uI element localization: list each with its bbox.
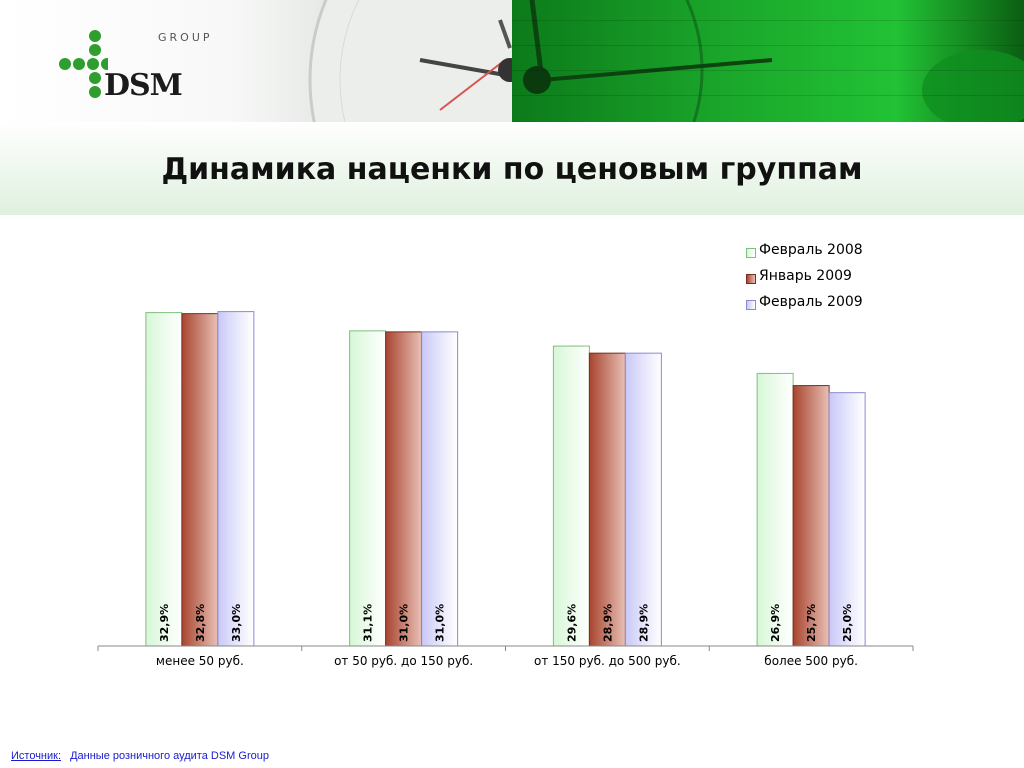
data-label: 32,8% bbox=[194, 604, 207, 642]
category-label: более 500 руб. bbox=[764, 654, 858, 668]
legend-swatch-0 bbox=[746, 248, 756, 258]
logo-brand-text: DSM bbox=[104, 68, 183, 103]
bar bbox=[588, 352, 626, 647]
legend-label: Февраль 2009 bbox=[759, 294, 863, 310]
category-label: от 150 руб. до 500 руб. bbox=[534, 654, 681, 668]
data-label: 31,1% bbox=[362, 604, 375, 642]
data-label: 28,9% bbox=[637, 604, 650, 642]
logo-group-text: GROUP bbox=[158, 31, 213, 44]
legend-swatch-2 bbox=[746, 300, 756, 310]
bar-chart: 32,9% 32,8% 33,0% 31,1% 31,0% 31,0% 29,6% 28,9%… bbox=[97, 311, 914, 668]
category-label: от 50 руб. до 150 руб. bbox=[334, 654, 473, 668]
data-label: 26,9% bbox=[769, 604, 782, 642]
bar bbox=[421, 331, 459, 647]
header-green-image bbox=[360, 0, 1024, 122]
bar bbox=[349, 330, 387, 647]
data-labels: 32,9% 32,8% 33,0% 31,1% 31,0% 31,0% 29,6% 28,9%… bbox=[158, 604, 854, 642]
data-label: 31,0% bbox=[398, 604, 411, 642]
green-clock-icon bbox=[360, 0, 1024, 122]
title-band bbox=[0, 122, 1024, 215]
dsm-group-logo: GROUP DSM bbox=[58, 28, 210, 104]
logo-dots-icon bbox=[59, 30, 108, 98]
bar bbox=[828, 392, 866, 647]
bar bbox=[624, 352, 662, 647]
bar bbox=[181, 313, 219, 647]
page-title: Динамика наценки по ценовым группам bbox=[161, 152, 863, 187]
legend-label: Январь 2009 bbox=[759, 268, 852, 284]
bar bbox=[552, 345, 590, 647]
source-note: Источник: Данные розничного аудита DSM G… bbox=[11, 750, 269, 762]
bar bbox=[792, 385, 830, 647]
bar bbox=[145, 312, 183, 647]
category-labels: менее 50 руб. от 50 руб. до 150 руб. от 15… bbox=[156, 654, 858, 668]
data-label: 32,9% bbox=[158, 604, 171, 642]
data-label: 31,0% bbox=[434, 604, 447, 642]
source-label: Источник: bbox=[11, 750, 62, 762]
header-banner: GROUP DSM bbox=[0, 0, 1024, 122]
legend-label: Февраль 2008 bbox=[759, 242, 863, 258]
data-label: 33,0% bbox=[230, 604, 243, 642]
data-label: 25,0% bbox=[841, 604, 854, 642]
bars-group bbox=[145, 311, 866, 647]
bar bbox=[385, 331, 423, 647]
data-label: 25,7% bbox=[805, 604, 818, 642]
x-ticks bbox=[97, 646, 914, 651]
legend-swatch-1 bbox=[746, 274, 756, 284]
source-text: Данные розничного аудита DSM Group bbox=[70, 750, 269, 762]
category-label: менее 50 руб. bbox=[156, 654, 244, 668]
data-label: 29,6% bbox=[565, 604, 578, 642]
data-label: 28,9% bbox=[601, 604, 614, 642]
bar bbox=[217, 311, 255, 647]
